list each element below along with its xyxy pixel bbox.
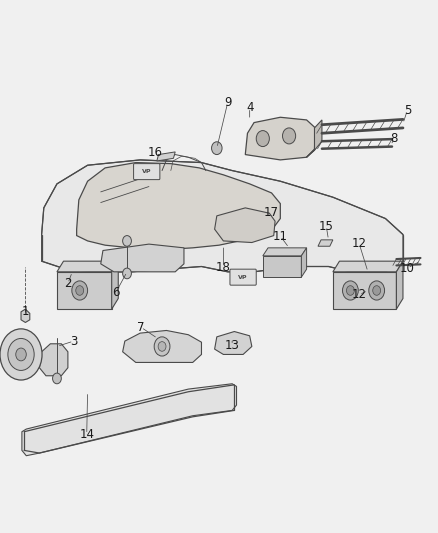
- Circle shape: [16, 348, 26, 361]
- Polygon shape: [263, 256, 301, 277]
- Text: 15: 15: [319, 220, 334, 233]
- Polygon shape: [22, 384, 237, 456]
- Text: 6: 6: [112, 286, 120, 298]
- Text: VP: VP: [142, 169, 152, 174]
- Text: 7: 7: [137, 321, 145, 334]
- Polygon shape: [21, 309, 30, 322]
- Polygon shape: [245, 117, 315, 160]
- Polygon shape: [318, 240, 333, 246]
- Text: 2: 2: [64, 277, 72, 290]
- Circle shape: [283, 128, 296, 144]
- Text: 12: 12: [352, 288, 367, 301]
- Polygon shape: [263, 248, 307, 256]
- Polygon shape: [42, 160, 403, 272]
- Polygon shape: [123, 330, 201, 362]
- Polygon shape: [215, 332, 252, 354]
- Circle shape: [158, 342, 166, 351]
- Text: 8: 8: [391, 132, 398, 145]
- Text: 12: 12: [352, 237, 367, 250]
- Polygon shape: [333, 272, 396, 309]
- Circle shape: [256, 131, 269, 147]
- Polygon shape: [39, 344, 68, 376]
- Text: 11: 11: [273, 230, 288, 243]
- Circle shape: [0, 329, 42, 380]
- Circle shape: [8, 338, 34, 370]
- Circle shape: [212, 142, 222, 155]
- Polygon shape: [301, 248, 307, 277]
- Polygon shape: [57, 261, 118, 272]
- Text: 16: 16: [148, 147, 163, 159]
- Text: 14: 14: [79, 428, 94, 441]
- Circle shape: [346, 286, 354, 295]
- Circle shape: [373, 286, 381, 295]
- Polygon shape: [101, 244, 184, 272]
- Circle shape: [123, 236, 131, 246]
- FancyBboxPatch shape: [230, 269, 256, 285]
- Text: 1: 1: [21, 305, 29, 318]
- Polygon shape: [77, 163, 280, 249]
- Polygon shape: [307, 120, 322, 157]
- Circle shape: [53, 373, 61, 384]
- FancyBboxPatch shape: [134, 164, 160, 180]
- Text: 17: 17: [263, 206, 278, 219]
- Text: 18: 18: [216, 261, 231, 273]
- Polygon shape: [396, 261, 403, 309]
- Circle shape: [343, 281, 358, 300]
- Polygon shape: [215, 208, 275, 243]
- Text: 5: 5: [404, 104, 411, 117]
- Polygon shape: [112, 261, 118, 309]
- Circle shape: [123, 268, 131, 279]
- Text: VP: VP: [238, 274, 248, 280]
- Polygon shape: [157, 152, 175, 161]
- Polygon shape: [57, 272, 112, 309]
- Polygon shape: [333, 261, 403, 272]
- Circle shape: [154, 337, 170, 356]
- Circle shape: [369, 281, 385, 300]
- Circle shape: [76, 286, 84, 295]
- Text: 9: 9: [224, 96, 232, 109]
- Text: 10: 10: [400, 262, 415, 274]
- Text: 13: 13: [225, 339, 240, 352]
- Text: 3: 3: [70, 335, 77, 348]
- Circle shape: [72, 281, 88, 300]
- Text: 4: 4: [246, 101, 254, 114]
